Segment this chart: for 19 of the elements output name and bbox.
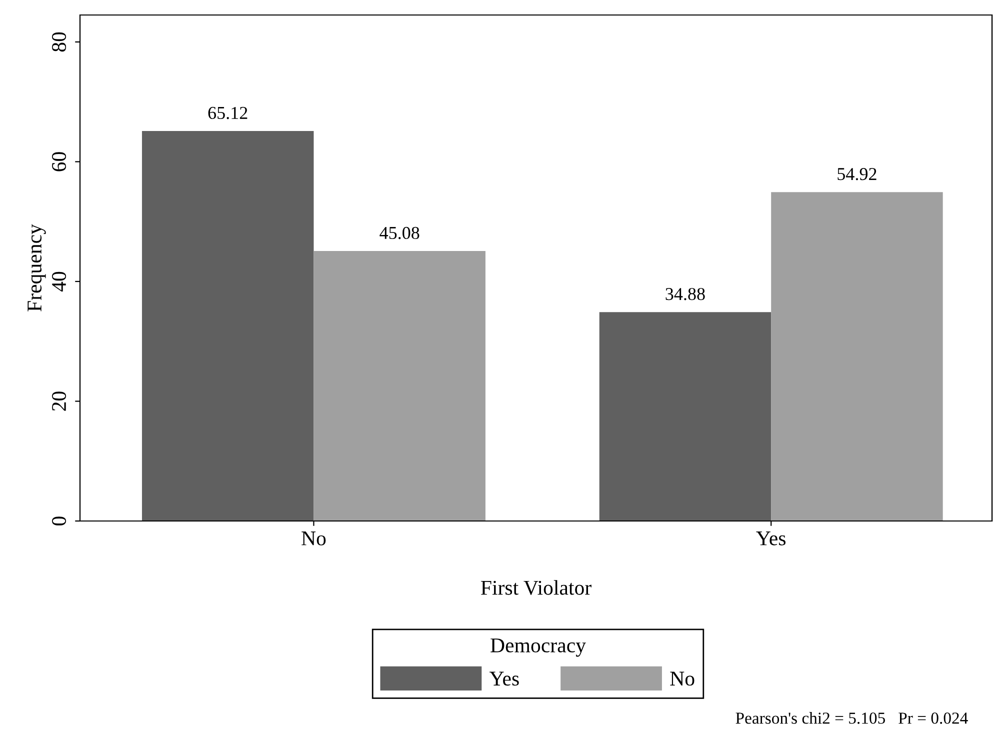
- bar: [314, 251, 486, 521]
- bar: [771, 192, 943, 521]
- y-tick-label: 40: [52, 272, 66, 292]
- data-label: 65.12: [208, 106, 248, 120]
- y-tick-label: 80: [52, 32, 66, 52]
- y-axis-title: Frequency: [28, 224, 46, 312]
- y-tick-label: 60: [52, 152, 66, 172]
- text: Pearson's chi2 = 5.105 Pr = 0.024: [736, 712, 968, 724]
- x-axis-title: First Violator: [480, 580, 592, 595]
- data-label: 54.92: [838, 168, 876, 180]
- bar: [599, 312, 772, 521]
- bar: [142, 131, 314, 521]
- data-label: 45.08: [380, 226, 420, 240]
- y-tick-label: 20: [52, 392, 66, 411]
- legend-label: No: [670, 672, 694, 686]
- legend-label: Yes: [490, 672, 519, 686]
- y-tick-label: 0: [52, 516, 66, 526]
- data-label: 34.88: [666, 288, 705, 300]
- legend-title: Democracy: [490, 638, 586, 657]
